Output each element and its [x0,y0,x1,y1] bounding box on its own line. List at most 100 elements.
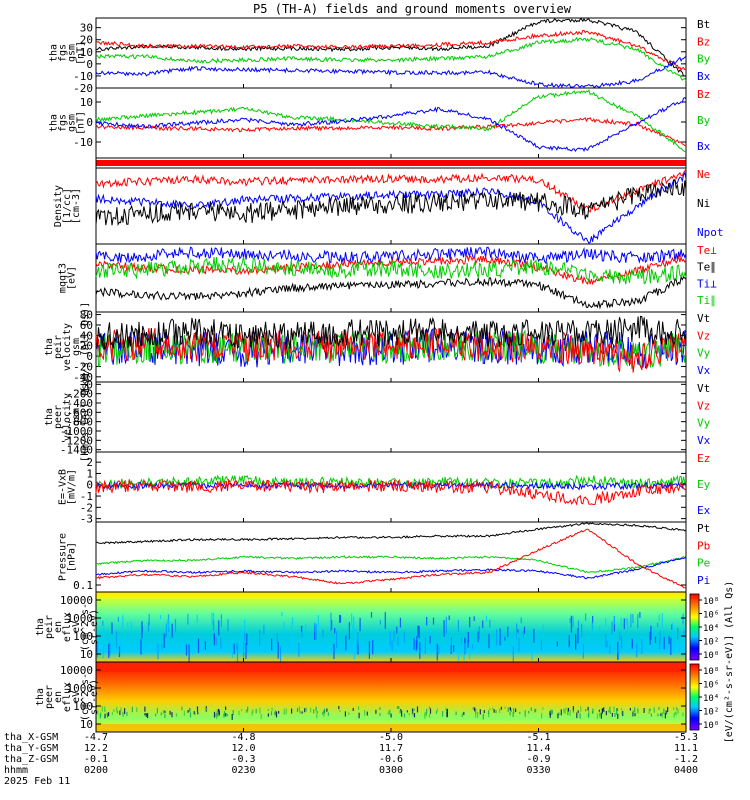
peer-spec-streak [475,711,477,718]
peir-spec-streak [499,628,501,646]
temperature-legend-Te⊥: Te⊥ [697,244,717,257]
fgs-gsm-legend-Bt: Bt [697,18,710,31]
peer-spec-streak [455,711,457,716]
peer-spec-streak [390,713,392,718]
peer-spec-streak [169,710,171,715]
peir-spec-streak [663,636,665,650]
peir-spec-streak [290,638,292,653]
peer-spec-streak [541,713,543,719]
peir-spec-streak [482,620,484,628]
peir-spec-streak [356,639,358,654]
peer-velocity-ytick-label: -1000 [60,425,93,438]
peir-velocity-ytick-label: 40 [80,329,93,342]
peer-spec-streak [251,711,253,716]
peir-spec-streak [372,640,374,655]
peer-spec-streak [339,710,341,713]
peer-spec-streak [621,711,623,716]
time-axis-value-y: 11.4 [526,743,550,754]
peir-spec-streak [631,642,633,649]
peer-spec-streak [247,706,249,711]
peir-velocity-ylabel: peir [53,335,64,359]
peir-spec-streak [497,631,499,639]
peer-spec-streak [411,708,414,714]
peir-spec-ylabel: (cm^2-s- [80,603,91,651]
peir-velocity-ylabel: [km/s (All Qs)] [80,302,91,392]
peir-spec-streak [161,644,163,650]
peer-spec-streak [232,710,234,715]
peir-spec-streak [462,637,464,647]
peer-spec-streak [461,713,463,717]
peer-spec-streak [399,710,401,714]
peer-spec-streak [116,706,118,712]
peir-spec-streak [322,629,324,637]
efield-ytick-label: 1 [86,467,93,480]
peer-spec-streak [472,707,474,710]
peir-spec-streak [108,643,110,658]
peer-spec-streak [667,706,669,713]
peer-spec-streak [225,713,227,717]
peir-spec-streak [556,641,558,647]
peer-spec-streak [479,709,481,715]
peer-spec-streak [609,706,611,710]
colorbar-tick-label: 10⁰ [703,721,719,731]
peir-velocity-trace-blue [95,328,687,369]
peer-spec-streak [183,710,185,716]
colorbar-label: [eV/(cm²-s-sr-eV)] (All Qs) [724,581,735,744]
fgs-gsm-ytick-label: -10 [73,70,93,83]
peer-spec-streak [104,713,106,719]
peir-spec-streak [427,628,430,638]
peir-spec-streak [345,635,347,651]
peer-velocity-ylabel: gsm [71,408,82,426]
peer-spec-streak [124,708,126,715]
panel-flag-bar [95,157,687,169]
peir-spec-streak [211,612,213,625]
peer-spec-streak [551,709,553,715]
fgs-gsm-legend-Bx: Bx [697,70,711,83]
peer-spec-streak [495,710,497,714]
fgs-gsm-legend-Bz: Bz [697,35,710,48]
peir-spec-streak [353,616,355,633]
peer-spec-streak [187,710,189,713]
efield-ytick-label: -1 [80,490,93,503]
peir-spec-streak [400,629,402,644]
temperature-legend-Te∥: Te∥ [697,261,716,274]
peir-spec-streak [314,627,316,640]
peer-spec-streak [673,707,675,710]
peir-spec-streak [389,631,391,647]
peer-spec-streak [572,706,574,711]
peir-spec-streak [542,624,544,640]
peer-spec-streak [206,708,208,711]
peir-spec-streak [609,645,611,654]
peer-spec-streak [611,712,613,717]
peir-spec-streak [612,634,614,644]
peir-spec-streak [419,642,421,659]
peir-spec-streak [126,638,129,653]
colorbar-segment [689,663,700,731]
peer-velocity-ylabel: tha [44,408,55,426]
peer-spec-streak [271,707,273,711]
temperature-legend-Ti⊥: Ti⊥ [697,277,717,290]
peer-velocity-legend-Vy: Vy [697,417,711,430]
pressure-ylabel: Pressure [58,533,69,581]
density-trace-red [95,168,687,213]
peir-spec-streak [391,640,393,651]
fgs-dsl-trace-blue [95,96,687,153]
peer-spec-streak [145,713,147,717]
peer-spec-streak [675,711,677,714]
peer-spec-streak [499,708,501,713]
peir-spec-streak [457,645,460,661]
peir-spec-streak [592,615,594,624]
peer-spec-streak [650,713,652,717]
fgs-dsl-legend-By: By [697,114,711,127]
time-axis-value-z: -0.1 [84,754,108,765]
peir-spec-streak [163,633,165,649]
peer-spec-streak [446,708,448,711]
efield-legend-Ez: Ez [697,452,710,465]
peer-spec-streak [605,711,607,716]
peer-spec-streak [489,708,491,711]
peir-spec-streak [464,638,466,643]
peer-spec-streak [569,710,571,716]
peir-spec-streak [244,632,246,642]
